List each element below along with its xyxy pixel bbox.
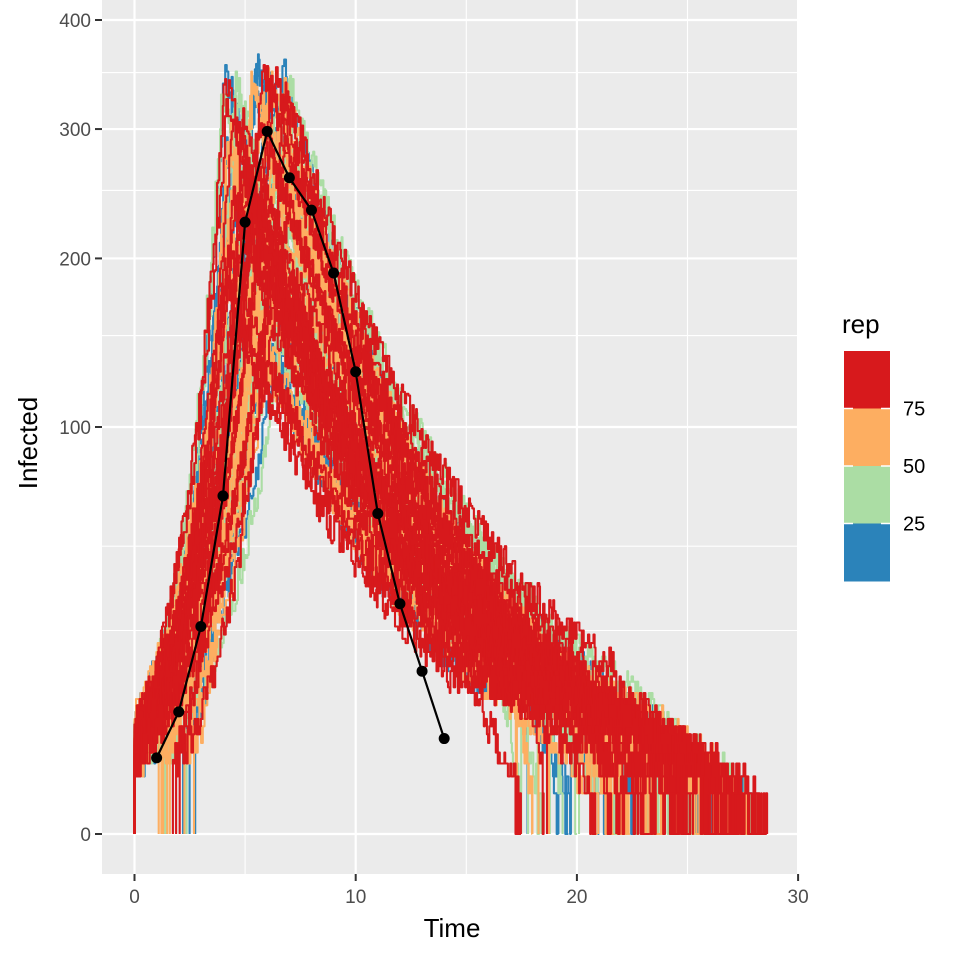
y-tick-label: 200 [59, 249, 91, 270]
replicate-lines [133, 53, 769, 836]
y-axis-title: Infected [13, 397, 43, 490]
replicate-line [133, 137, 640, 836]
x-axis: 0 10 20 30 [129, 874, 809, 908]
replicate-line [133, 66, 730, 836]
mean-point [173, 706, 185, 718]
x-axis-title: Time [424, 913, 481, 943]
legend-color-band [844, 351, 890, 409]
mean-point [151, 752, 163, 764]
mean-point [305, 204, 317, 216]
mean-point [239, 216, 251, 228]
legend-color-band [844, 523, 890, 582]
legend-label: 75 [903, 399, 925, 421]
x-tick-label: 10 [345, 887, 366, 908]
legend-title: rep [842, 309, 880, 339]
y-tick-label: 100 [59, 418, 91, 439]
mean-point [394, 598, 406, 610]
mean-point [350, 366, 362, 378]
legend-color-band [844, 408, 890, 467]
legend: rep 75 50 25 [842, 309, 925, 582]
legend-color-band [844, 466, 890, 524]
replicate-line [133, 118, 684, 836]
y-axis: 0 100 200 300 400 [59, 11, 102, 846]
mean-point [328, 267, 340, 279]
y-tick-label: 0 [80, 825, 91, 846]
mean-point [416, 665, 428, 677]
y-tick-label: 300 [59, 120, 91, 141]
replicate-line [133, 102, 618, 834]
mean-point [261, 125, 273, 137]
replicate-line [133, 195, 717, 836]
mean-point [372, 508, 384, 520]
replicate-line [133, 257, 651, 836]
y-tick-label: 400 [59, 11, 91, 32]
mean-point [195, 620, 207, 632]
replicate-line [133, 78, 665, 836]
x-tick-label: 20 [566, 887, 587, 908]
legend-label: 25 [903, 514, 925, 536]
x-tick-label: 30 [788, 887, 809, 908]
mean-point [283, 172, 295, 184]
mean-point [438, 733, 450, 745]
replicate-line [133, 267, 763, 836]
legend-label: 50 [903, 456, 925, 478]
mean-line [155, 128, 446, 759]
mean-series [151, 125, 450, 764]
mean-point [217, 490, 229, 502]
x-tick-label: 0 [129, 887, 140, 908]
